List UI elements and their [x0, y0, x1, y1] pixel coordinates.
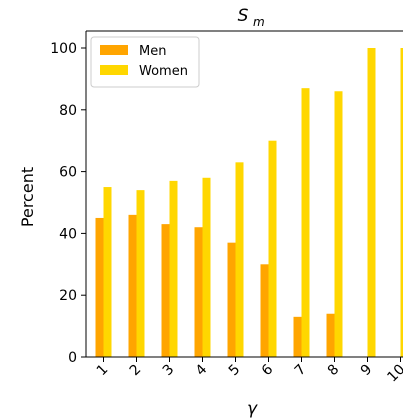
y-tick-label-0: 0	[68, 350, 77, 366]
bar-women-3	[169, 180, 178, 357]
x-tick-label-7: 7	[292, 362, 310, 380]
bar-men-2	[128, 214, 137, 357]
chart-title-main: S	[238, 6, 249, 26]
legend-swatch-men	[100, 45, 128, 55]
bar-women-8	[334, 91, 343, 357]
legend-label-men: Men	[139, 44, 166, 59]
legend-swatch-women	[100, 65, 128, 75]
x-tick-label-10: 10	[384, 362, 403, 386]
y-tick-label-100: 100	[50, 41, 77, 57]
x-tick-label-2: 2	[127, 362, 145, 380]
y-tick-label-20: 20	[59, 288, 77, 304]
x-tick-label-6: 6	[259, 361, 277, 379]
bar-men-7	[293, 316, 302, 357]
bar-women-2	[136, 190, 145, 357]
x-tick-label-1: 1	[94, 362, 112, 380]
x-tick-label-9: 9	[358, 362, 376, 380]
bar-men-6	[260, 264, 269, 357]
bar-women-10	[400, 48, 403, 357]
plot-area: 0 20 40 60 80 100 1 2 3 4 5 6 7 8 9 10 Men Women	[50, 30, 403, 386]
x-tick-label-4: 4	[193, 361, 211, 379]
bar-men-1	[95, 217, 104, 357]
y-tick-label-80: 80	[59, 103, 77, 119]
y-tick-label-60: 60	[59, 165, 77, 181]
bar-women-6	[268, 140, 277, 357]
chart-title-subscript: m	[253, 15, 265, 29]
x-tick-label-8: 8	[325, 362, 343, 380]
x-axis-label: γ	[247, 399, 258, 419]
bar-women-4	[202, 177, 211, 357]
bar-men-8	[326, 313, 335, 357]
legend-label-women: Women	[139, 64, 188, 79]
chart-title: S m	[238, 6, 265, 29]
bar-men-4	[194, 227, 203, 357]
x-tick-label-3: 3	[160, 362, 178, 380]
bar-women-5	[235, 162, 244, 357]
bar-women-1	[103, 187, 112, 357]
bar-women-7	[301, 88, 310, 358]
y-tick-label-40: 40	[59, 226, 77, 242]
bar-men-5	[227, 242, 236, 357]
x-tick-label-5: 5	[226, 362, 244, 380]
y-axis-label: Percent	[18, 167, 37, 227]
bar-men-3	[161, 224, 170, 357]
bar-women-9	[367, 48, 376, 357]
